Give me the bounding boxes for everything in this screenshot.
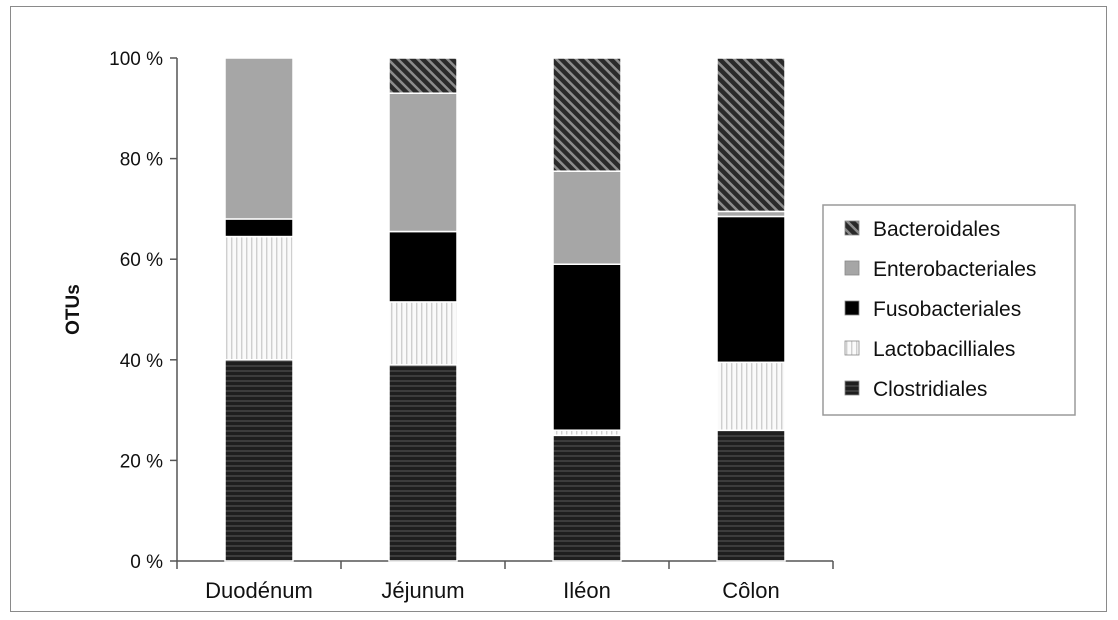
bar-ileon-clostridiales [552,434,622,562]
bar-ileon-fusobacteriales [552,263,622,431]
bar-jejunum-enterobacteriales [388,92,458,233]
x-tick-label-ileon: Iléon [563,578,611,603]
legend-swatch-lactobacilliales [844,340,860,356]
legend-swatch-bacteroidales [844,220,860,236]
y-tick-label: 0 % [130,552,163,573]
y-tick-label: 20 % [120,451,163,472]
bar-duodenum-fusobacteriales [224,218,294,238]
x-tick-label-jejunum: Jéjunum [381,578,464,603]
y-tick-label: 80 % [120,150,163,171]
y-axis-title: OTUs [63,284,84,335]
bar-colon-lactobacilliales [716,361,786,431]
legend-label-fusobacteriales: Fusobacteriales [873,298,1021,321]
y-tick-label: 40 % [120,351,163,372]
y-tick-label: 60 % [120,250,163,271]
bar-ileon-lactobacilliales [552,429,622,437]
bar-jejunum-lactobacilliales [388,301,458,366]
bar-ileon-bacteroidales [552,57,622,172]
bar-colon-enterobacteriales [716,210,786,218]
chart-frame: OTUs 0 % 20 % 40 % 60 % 80 % 100 % Duodénum Jéj… [10,6,1107,612]
y-tick-label: 100 % [109,49,163,70]
bar-duodenum-lactobacilliales [224,235,294,361]
y-axis-title-group: OTUs [63,284,84,335]
legend-label-enterobacteriales: Enterobacteriales [873,258,1036,281]
bar-jejunum-clostridiales [388,364,458,562]
bar-duodenum-clostridiales [224,359,294,562]
legend-label-bacteroidales: Bacteroidales [873,218,1000,241]
bar-jejunum-fusobacteriales [388,230,458,303]
bar-jejunum-bacteroidales [388,57,458,94]
bar-colon-fusobacteriales [716,215,786,364]
bar-colon-clostridiales [716,429,786,562]
bar-ileon-enterobacteriales [552,170,622,265]
legend-swatch-enterobacteriales [844,260,860,276]
legend-label-lactobacilliales: Lactobacilliales [873,338,1015,361]
bar-duodenum-enterobacteriales [224,57,294,220]
legend-box [822,204,1076,416]
legend-swatch-fusobacteriales [844,300,860,316]
legend-label-clostridiales: Clostridiales [873,378,987,401]
bars [224,57,786,562]
bar-colon-bacteroidales [716,57,786,213]
x-tick-label-duodenum: Duodénum [205,578,313,603]
x-tick-label-colon: Côlon [722,578,779,603]
ticks: 0 % 20 % 40 % 60 % 80 % 100 % Duodénum Jéjunum I… [109,49,834,603]
legend-swatch-clostridiales [844,380,860,396]
legend: Bacteroidales Enterobacteriales Fusobacter… [822,204,1076,416]
stacked-bar-chart: OTUs 0 % 20 % 40 % 60 % 80 % 100 % Duodénum Jéj… [63,49,1076,603]
